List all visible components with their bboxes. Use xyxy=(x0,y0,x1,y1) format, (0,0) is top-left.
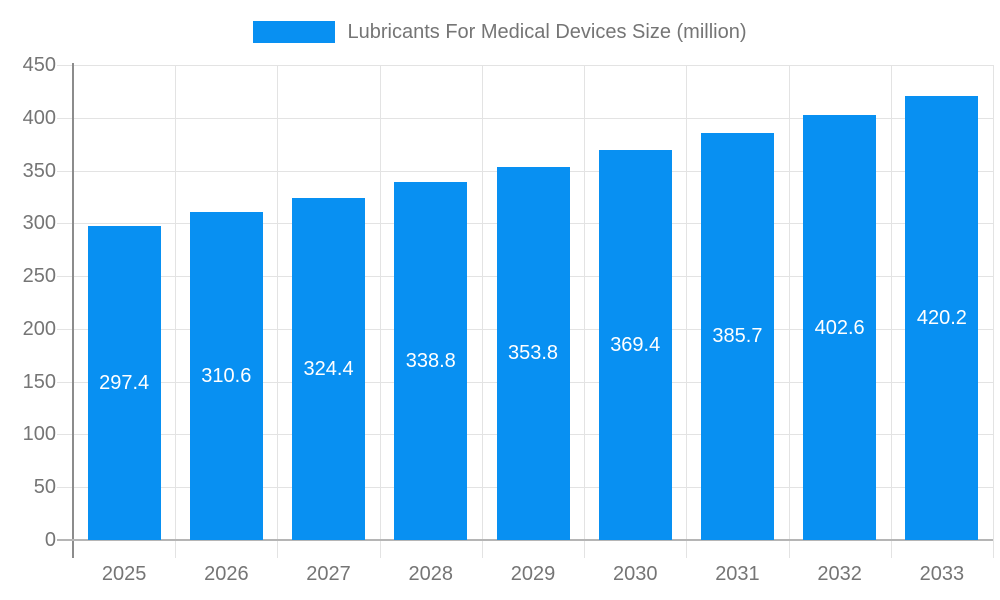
bar-value-label: 385.7 xyxy=(712,325,763,348)
legend-swatch-icon xyxy=(253,21,336,43)
bar-value-label: 297.4 xyxy=(99,372,150,395)
y-gridline xyxy=(57,117,993,119)
x-axis-line xyxy=(57,539,993,541)
y-axis-label: 350 xyxy=(22,159,56,182)
x-gridline xyxy=(175,65,177,558)
y-axis-label: 100 xyxy=(22,423,56,446)
y-axis-label: 150 xyxy=(22,370,56,393)
bar-value-label: 402.6 xyxy=(814,316,865,339)
y-axis-line xyxy=(72,63,74,558)
bar-2025[interactable]: 297.4 xyxy=(87,226,161,540)
x-axis-label: 2028 xyxy=(408,563,454,585)
y-gridline xyxy=(57,65,993,66)
bar-value-label: 338.8 xyxy=(405,350,456,373)
bar-2033[interactable]: 420.2 xyxy=(905,96,979,540)
bar-2027[interactable]: 324.4 xyxy=(292,197,366,540)
x-gridline xyxy=(686,65,688,558)
x-gridline xyxy=(277,65,279,558)
bar-value-label: 369.4 xyxy=(610,334,661,357)
y-axis-label: 400 xyxy=(22,106,56,129)
bar-2029[interactable]: 353.8 xyxy=(496,166,570,540)
x-gridline xyxy=(788,65,790,558)
x-axis-label: 2030 xyxy=(612,563,658,585)
x-gridline xyxy=(890,65,892,558)
x-gridline xyxy=(481,65,483,558)
x-axis-label: 2025 xyxy=(101,563,147,585)
bar-value-label: 420.2 xyxy=(916,307,967,330)
y-axis-label: 450 xyxy=(22,54,56,76)
y-axis-label: 50 xyxy=(33,476,56,499)
x-axis-label: 2031 xyxy=(715,563,760,585)
x-axis-label: 2029 xyxy=(510,563,556,585)
x-axis-label: 2032 xyxy=(817,563,862,585)
x-gridline xyxy=(584,65,586,558)
x-axis-label: 2026 xyxy=(204,563,249,585)
x-gridline xyxy=(379,65,381,558)
y-axis-label: 250 xyxy=(22,265,56,288)
y-axis-label: 0 xyxy=(44,529,56,551)
legend[interactable]: Lubricants For Medical Devices Size (mil… xyxy=(0,18,1000,46)
x-gridline xyxy=(993,65,994,558)
bar-2028[interactable]: 338.8 xyxy=(394,182,468,540)
bar-2032[interactable]: 402.6 xyxy=(803,115,877,540)
x-axis-label: 2027 xyxy=(306,563,351,585)
bar-value-label: 353.8 xyxy=(507,342,559,365)
x-axis-label: 2033 xyxy=(919,563,965,585)
legend-label: Lubricants For Medical Devices Size (mil… xyxy=(347,20,747,43)
bar-value-label: 324.4 xyxy=(303,357,354,380)
bar-2026[interactable]: 310.6 xyxy=(189,212,263,540)
bar-2030[interactable]: 369.4 xyxy=(598,150,672,540)
bar-value-label: 310.6 xyxy=(201,365,252,388)
y-axis-label: 300 xyxy=(22,212,56,235)
bar-2031[interactable]: 385.7 xyxy=(700,132,774,540)
y-axis-label: 200 xyxy=(22,317,56,340)
